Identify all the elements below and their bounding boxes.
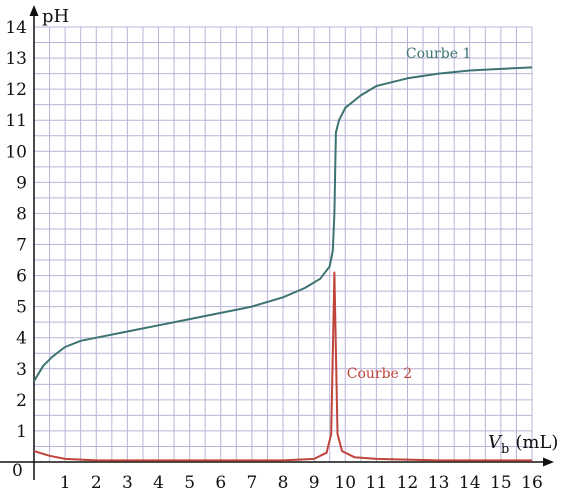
y-tick-label: 5 [16, 298, 27, 318]
y-tick-label: 11 [5, 111, 27, 131]
x-tick-label: 8 [278, 473, 289, 493]
y-tick-label: 3 [16, 360, 27, 380]
x-tick-label: 5 [184, 473, 195, 493]
x-tick-label: 15 [490, 473, 512, 493]
origin-label: 0 [12, 461, 23, 481]
y-tick-label: 8 [16, 204, 27, 224]
chart-grid [33, 26, 533, 463]
x-tick-label: 7 [246, 473, 257, 493]
y-tick-label: 2 [16, 391, 27, 411]
y-tick-label: 6 [16, 267, 27, 287]
y-axis-label: pH [42, 6, 69, 27]
x-tick-label: 9 [309, 473, 320, 493]
x-axis-label: Vb (mL) [488, 432, 558, 457]
x-tick-label: 3 [122, 473, 133, 493]
y-tick-label: 10 [5, 142, 27, 162]
x-axis-label-sub: b [501, 442, 509, 457]
series-label-2: Courbe 2 [347, 366, 412, 382]
x-tick-labels: 1 2 3 4 5 6 7 8 9 10 11 12 13 14 15 16 [60, 473, 543, 493]
x-tick-label: 1 [60, 473, 71, 493]
y-tick-label: 7 [16, 236, 27, 256]
x-axis-arrow [543, 457, 554, 467]
y-tick-label: 13 [5, 49, 27, 69]
y-axis-arrow [29, 5, 39, 16]
y-tick-label: 9 [16, 173, 27, 193]
chart-series: Courbe 1 Courbe 2 [33, 46, 533, 462]
x-tick-label: 12 [397, 473, 419, 493]
x-tick-label: 10 [334, 473, 356, 493]
x-tick-label: 4 [153, 473, 164, 493]
y-tick-label: 1 [16, 422, 27, 442]
x-axis-label-unit: (mL) [515, 432, 558, 453]
x-axis-label-main: V [488, 432, 503, 453]
x-tick-label: 13 [428, 473, 450, 493]
y-tick-label: 14 [5, 18, 27, 38]
chart-axes [0, 5, 554, 480]
series-line-2 [33, 271, 532, 462]
series-label-1: Courbe 1 [406, 46, 471, 62]
series-line-1 [33, 66, 533, 382]
x-tick-label: 2 [91, 473, 102, 493]
x-tick-label: 11 [366, 473, 388, 493]
y-tick-label: 4 [16, 329, 27, 349]
x-tick-label: 14 [459, 473, 481, 493]
y-tick-label: 12 [5, 80, 27, 100]
x-tick-label: 6 [215, 473, 226, 493]
x-tick-label: 16 [521, 473, 543, 493]
